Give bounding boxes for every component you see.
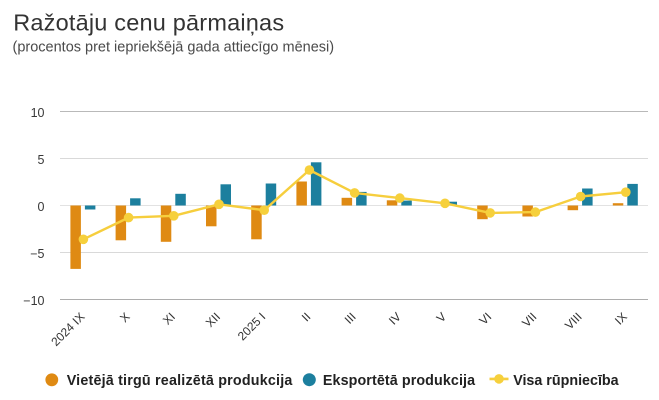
svg-text:−10: −10 [23, 294, 44, 308]
svg-text:Eksportētā produkcija: Eksportētā produkcija [323, 373, 476, 389]
svg-text:Visa rūpniecība: Visa rūpniecība [513, 373, 619, 389]
svg-text:(procentos pret iepriekšējā ga: (procentos pret iepriekšējā gada attiecī… [13, 40, 335, 56]
svg-text:10: 10 [31, 106, 45, 120]
svg-text:Ražotāju cenu pārmaiņas: Ražotāju cenu pārmaiņas [13, 10, 284, 36]
svg-text:−5: −5 [30, 247, 44, 261]
svg-text:0: 0 [38, 200, 45, 214]
svg-text:5: 5 [38, 153, 45, 167]
svg-text:Vietējā tirgū realizētā produk: Vietējā tirgū realizētā produkcija [67, 373, 294, 389]
